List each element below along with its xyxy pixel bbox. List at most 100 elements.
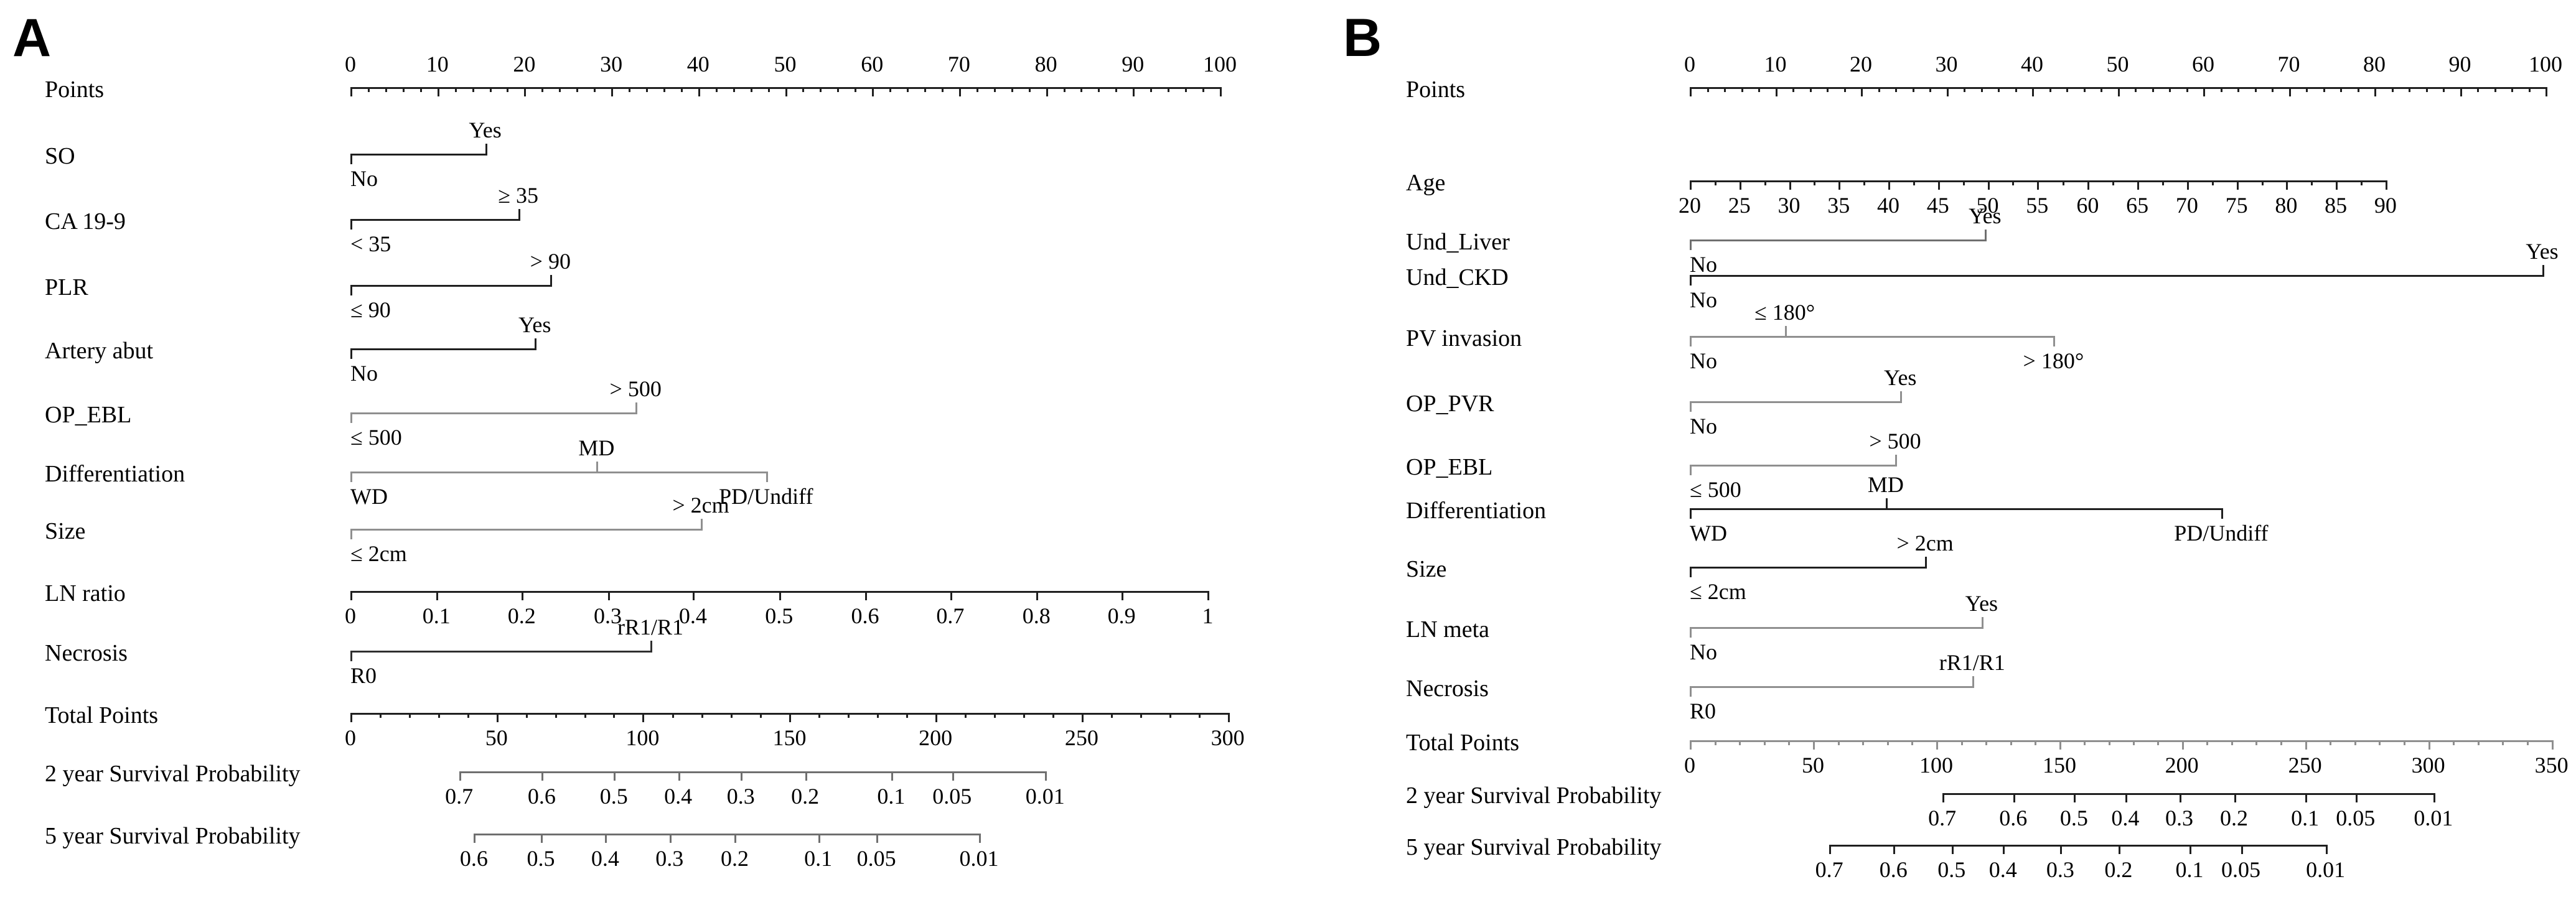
op-pvr-tick-up — [1900, 391, 1903, 401]
total-points-axis-tick — [1690, 740, 1692, 750]
ln-meta-line — [1690, 627, 1984, 629]
op-ebl-tick-up — [635, 402, 638, 412]
op-ebl-tick-down — [1690, 465, 1692, 475]
pv-invasion-level-label: ≤ 180° — [1754, 300, 1815, 325]
points-axis-minor-tick — [2323, 87, 2325, 92]
points-axis-minor-tick — [1912, 87, 1914, 92]
age-axis-minor-tick — [2361, 180, 2363, 185]
row-label-ln-ratio-axis: LN ratio — [45, 580, 126, 606]
surv5-axis-tick — [1951, 845, 1954, 854]
und-ckd-tick-down — [1690, 275, 1692, 286]
surv5-axis-tick — [2325, 845, 2328, 854]
age-axis-tick — [2385, 180, 2387, 190]
total-points-axis-minor-tick — [906, 713, 909, 718]
age-axis-minor-tick — [2162, 180, 2164, 185]
points-axis-minor-tick — [2254, 87, 2257, 92]
points-axis-tick — [872, 87, 874, 96]
points-axis-minor-tick — [1707, 87, 1709, 92]
surv2-axis-tick — [952, 771, 954, 781]
ln-ratio-axis-tick-label: 0.7 — [936, 603, 965, 628]
total-points-axis-tick-label: 250 — [1064, 725, 1098, 750]
surv2-axis-tick — [2355, 793, 2358, 802]
plr-level-label: > 90 — [530, 249, 571, 274]
surv2-axis-tick — [1045, 771, 1047, 781]
points-axis-minor-tick — [837, 87, 840, 92]
surv2-axis-tick-label: 0.1 — [2291, 806, 2320, 830]
surv5-axis-line — [474, 834, 981, 835]
points-axis-tick-label: 50 — [774, 52, 797, 77]
artery-abut-tick-up — [535, 338, 537, 348]
age-axis-minor-tick — [1863, 180, 1866, 185]
surv5-axis-tick — [605, 834, 607, 843]
ln-ratio-axis-tick-label: 0.6 — [851, 603, 879, 628]
surv2-axis-tick-label: 0.3 — [726, 784, 755, 809]
points-axis-tick — [2546, 87, 2547, 96]
points-axis-tick — [437, 87, 439, 96]
points-axis-minor-tick — [2101, 87, 2102, 92]
row-label-differentiation: Differentiation — [1406, 498, 1547, 524]
surv5-axis-tick — [1829, 845, 1832, 854]
points-axis-tick-label: 100 — [1203, 52, 1237, 77]
points-axis-minor-tick — [1115, 87, 1118, 92]
row-label-points-axis: Points — [45, 77, 105, 103]
total-points-axis-minor-tick — [760, 713, 762, 718]
age-axis-tick-label: 75 — [2225, 193, 2248, 218]
surv2-axis-tick-label: 0.2 — [2220, 806, 2248, 830]
age-axis-tick-label: 85 — [2325, 193, 2348, 218]
points-axis-minor-tick — [2477, 87, 2479, 92]
points-axis-tick-label: 60 — [861, 52, 884, 77]
points-axis-tick — [1046, 87, 1048, 96]
ln-ratio-axis-tick-label: 0.9 — [1107, 603, 1136, 628]
plr-line — [350, 285, 553, 287]
surv5-axis-tick-label: 0.2 — [720, 846, 749, 871]
differentiation-tick-down — [2221, 508, 2223, 519]
surv5-axis-tick-label: 0.1 — [804, 846, 833, 871]
row-label-so: SO — [45, 143, 75, 169]
row-label-surv2-axis: 2 year Survival Probability — [1406, 783, 1662, 809]
op-pvr-tick-down — [1690, 401, 1692, 412]
points-axis-tick — [1690, 87, 1692, 96]
op-ebl-line — [1690, 465, 1897, 467]
total-points-axis-tick — [1813, 740, 1815, 750]
und-liver-line — [1690, 239, 1987, 241]
total-points-axis-minor-tick — [379, 713, 382, 718]
age-axis-tick-label: 80 — [2275, 193, 2298, 218]
age-axis-minor-tick — [1764, 180, 1766, 185]
points-axis-minor-tick — [733, 87, 735, 92]
total-points-axis-minor-tick — [1169, 713, 1171, 718]
op-ebl-level-label: > 500 — [1869, 429, 1921, 453]
surv5-axis-tick-label: 0.7 — [1815, 857, 1843, 882]
points-axis-minor-tick — [2152, 87, 2154, 92]
total-points-axis-minor-tick — [613, 713, 616, 718]
surv5-axis-tick — [2003, 845, 2005, 854]
surv2-axis-tick — [2305, 793, 2307, 802]
points-axis-minor-tick — [1929, 87, 1931, 92]
surv5-axis-tick — [2241, 845, 2243, 854]
age-axis-tick-label: 35 — [1827, 193, 1850, 218]
total-points-axis-minor-tick — [1763, 740, 1766, 745]
op-pvr-line — [1690, 401, 1903, 403]
age-axis-tick-label: 65 — [2126, 193, 2149, 218]
total-points-axis-tick-label: 0 — [345, 725, 356, 750]
total-points-axis-minor-tick — [1023, 713, 1025, 718]
points-axis-tick — [1861, 87, 1863, 96]
total-points-axis-tick — [496, 713, 499, 722]
surv5-axis-tick-label: 0.01 — [2306, 857, 2346, 882]
total-points-axis-minor-tick — [555, 713, 557, 718]
points-axis-minor-tick — [454, 87, 457, 92]
age-axis-tick-label: 45 — [1926, 193, 1949, 218]
points-axis-tick-label: 30 — [600, 52, 623, 77]
differentiation-level-label: WD — [350, 484, 388, 509]
points-axis-minor-tick — [367, 87, 370, 92]
points-axis-minor-tick — [1792, 87, 1794, 92]
points-axis-minor-tick — [1998, 87, 2000, 92]
ln-ratio-axis-tick — [950, 591, 952, 600]
points-axis-minor-tick — [715, 87, 718, 92]
ln-meta-tick-up — [1981, 617, 1984, 627]
total-points-axis-minor-tick — [877, 713, 879, 718]
surv5-axis-tick-label: 0.3 — [655, 846, 684, 871]
age-axis-minor-tick — [1814, 180, 1816, 185]
necrosis-level-label: rR1/R1 — [617, 615, 683, 639]
points-axis-minor-tick — [1980, 87, 1983, 92]
panel-b-letter: B — [1343, 8, 1382, 68]
